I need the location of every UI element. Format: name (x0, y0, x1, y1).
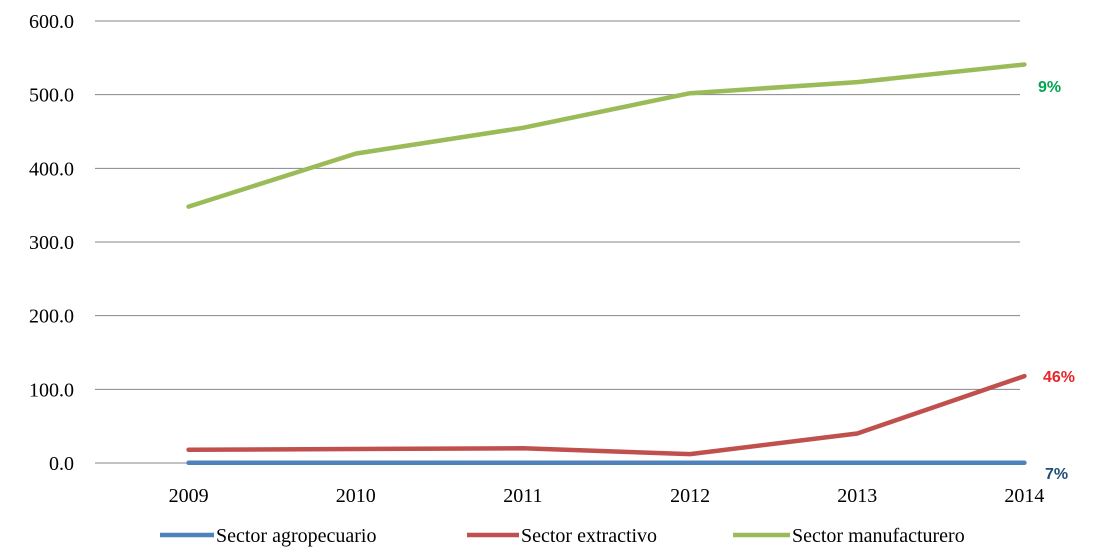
x-axis-ticks: 2009 2010 2011 2012 2013 2014 (169, 485, 1045, 507)
legend-label: Sector extractivo (521, 525, 657, 547)
legend-label: Sector agropecuario (216, 525, 376, 547)
y-axis-ticks: 0.0 100.0 200.0 300.0 400.0 500.0 600.0 (29, 11, 74, 475)
legend-label: Sector manufacturero (792, 525, 965, 547)
data-label: 7% (1045, 466, 1068, 483)
y-tick-label: 200.0 (29, 306, 74, 328)
x-tick-label: 2014 (1004, 485, 1044, 507)
x-tick-label: 2012 (670, 485, 710, 507)
data-label: 9% (1038, 79, 1061, 96)
y-tick-label: 0.0 (49, 453, 74, 475)
x-tick-label: 2009 (169, 485, 209, 507)
series-line (186, 373, 1027, 457)
annotations: 9% 46% 7% (1038, 79, 1075, 483)
y-tick-label: 600.0 (29, 11, 74, 33)
y-tick-label: 500.0 (29, 85, 74, 107)
x-tick-label: 2011 (503, 485, 542, 507)
y-tick-label: 400.0 (29, 158, 74, 180)
y-tick-label: 300.0 (29, 232, 74, 254)
series-lines (186, 62, 1027, 466)
x-tick-label: 2010 (336, 485, 376, 507)
legend: Sector agropecuario Sector extractivo Sect… (160, 525, 965, 547)
y-tick-label: 100.0 (29, 379, 74, 401)
data-label: 46% (1043, 369, 1075, 386)
series-line (186, 62, 1027, 209)
gridlines (95, 20, 1020, 464)
x-tick-label: 2013 (837, 485, 877, 507)
